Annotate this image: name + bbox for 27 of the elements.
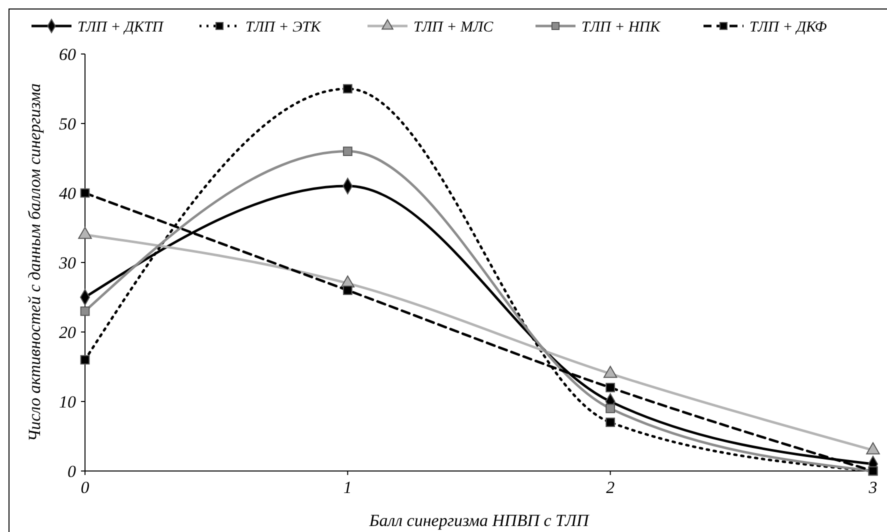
x-tick-label: 2 bbox=[606, 478, 616, 497]
legend-label: ТЛП + ДКТП bbox=[78, 19, 164, 36]
y-tick-label: 40 bbox=[59, 184, 76, 203]
y-tick-label: 50 bbox=[59, 114, 76, 134]
point bbox=[342, 286, 352, 295]
legend-label: ТЛП + МЛС bbox=[414, 19, 494, 36]
point bbox=[606, 404, 616, 414]
point bbox=[606, 418, 616, 428]
y-axis-title: Число активностей с данным баллом синергизма bbox=[25, 83, 44, 442]
y-tick-label: 20 bbox=[59, 322, 76, 342]
y-tick-label: 30 bbox=[58, 253, 76, 272]
legend-label: ТЛП + НПК bbox=[582, 19, 662, 36]
point bbox=[80, 306, 90, 316]
x-axis-title: Балл синергизма НПВП с ТЛП bbox=[368, 511, 591, 530]
point bbox=[342, 84, 352, 94]
x-tick-label: 1 bbox=[343, 478, 352, 497]
point bbox=[606, 382, 616, 392]
legend-label: ТЛП + ДКФ bbox=[750, 19, 827, 36]
y-tick-label: 0 bbox=[68, 462, 76, 481]
legend-label: ТЛП + ЭТК bbox=[246, 19, 322, 36]
y-tick-label: 10 bbox=[59, 392, 76, 412]
point bbox=[80, 188, 90, 198]
point bbox=[342, 146, 352, 156]
x-tick-label: 3 bbox=[868, 478, 878, 497]
x-tick-label: 0 bbox=[80, 478, 90, 497]
y-tick-label: 60 bbox=[59, 44, 76, 64]
point bbox=[80, 355, 90, 364]
